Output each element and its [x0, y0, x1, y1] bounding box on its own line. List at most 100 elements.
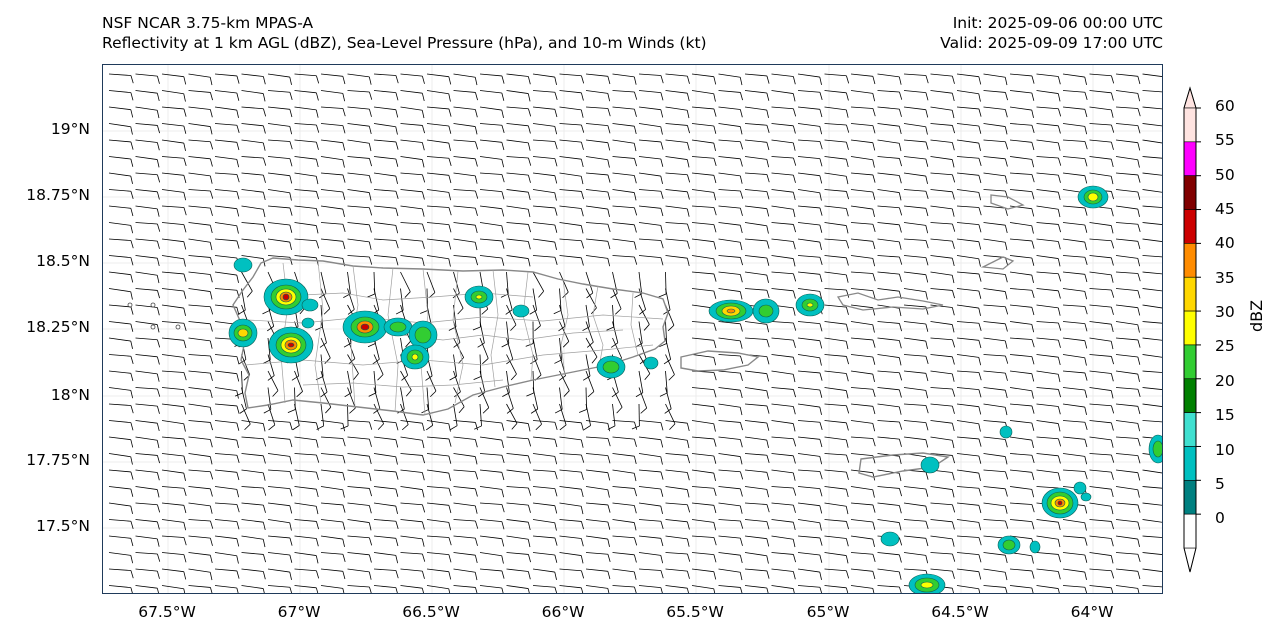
wind-barb-flag — [554, 92, 558, 101]
wind-barb-shaft — [559, 337, 563, 360]
wind-barb-shaft — [903, 172, 926, 177]
wind-barb-flag — [1031, 339, 1035, 348]
wind-barb-flag — [183, 158, 187, 167]
wind-barb-shaft — [638, 172, 661, 177]
wind-barb-flag — [792, 258, 796, 267]
wind-barb-flag — [209, 505, 213, 514]
wind-barb-shaft — [188, 420, 211, 423]
wind-barb-shaft — [824, 502, 847, 507]
wind-barb-flag — [368, 192, 372, 201]
wind-barb-shaft — [400, 73, 423, 77]
wind-barb-flag — [925, 555, 929, 564]
wind-barb-shaft — [1115, 189, 1138, 193]
wind-barb-shaft — [665, 502, 688, 506]
wind-barb-flag — [872, 224, 876, 233]
wind-barb-shaft — [1009, 90, 1032, 94]
wind-barb-shaft — [1009, 469, 1032, 473]
wind-barb-flag — [660, 175, 663, 184]
wind-barb-shaft — [320, 321, 327, 343]
wind-barb-shaft — [771, 156, 794, 159]
wind-barb-flag — [607, 174, 611, 183]
wind-barb-shaft — [135, 73, 158, 77]
wind-barb-flag — [1111, 142, 1114, 150]
wind-barb-shaft — [930, 420, 953, 424]
wind-barb-flag — [156, 159, 160, 168]
wind-barb-shaft — [1009, 370, 1032, 375]
wind-barb-shaft — [1089, 106, 1112, 111]
wind-barb-flag — [421, 93, 425, 102]
wind-barb-flag — [1137, 290, 1141, 299]
wind-barb-shaft — [665, 205, 688, 210]
wind-barb-shaft — [1115, 568, 1138, 572]
wind-barb-flag — [1057, 209, 1061, 218]
wind-barb-shaft — [214, 90, 237, 94]
wind-barb-flag — [262, 125, 266, 134]
wind-barb-flag — [872, 191, 876, 200]
wind-barb-shaft — [135, 255, 158, 259]
wind-barb-flag — [401, 424, 409, 431]
wind-barb-flag — [1110, 324, 1114, 333]
wind-barb-shaft — [691, 139, 714, 144]
wind-barb-flag — [899, 256, 903, 265]
wind-barb-shaft — [850, 502, 873, 506]
wind-barb-flag — [510, 324, 517, 331]
wind-barb-flag — [289, 175, 293, 184]
wind-barb-flag — [292, 425, 300, 431]
wind-barb-shaft — [850, 535, 873, 540]
wind-barb-shaft — [320, 354, 324, 377]
wind-barb-shaft — [1036, 535, 1059, 540]
wind-barb-shaft — [903, 288, 926, 293]
wind-barb-flag — [660, 191, 664, 200]
wind-barb-flag — [607, 438, 611, 447]
wind-barb-flag — [633, 456, 637, 465]
wind-barb-flag — [660, 587, 663, 593]
wind-barb-shaft — [797, 486, 820, 490]
wind-barb-flag — [527, 455, 531, 464]
wind-barb-shaft — [612, 139, 635, 144]
wind-barb-shaft — [718, 238, 741, 243]
lon-label: 66°W — [541, 603, 585, 621]
wind-barb-flag — [236, 489, 240, 498]
map-canvas — [103, 65, 1162, 593]
wind-barb-flag — [952, 504, 956, 513]
wind-barb-flag — [289, 126, 293, 135]
wind-barb-flag — [395, 92, 399, 101]
wind-barb-flag — [978, 207, 982, 216]
wind-barb-flag — [793, 175, 796, 183]
wind-barb-shaft — [294, 535, 317, 539]
wind-barb-shaft — [983, 568, 1006, 573]
wind-barb-shaft — [241, 106, 264, 110]
wind-barb-shaft — [347, 387, 356, 409]
wind-barb-flag — [530, 408, 538, 414]
wind-barb-shaft — [718, 139, 741, 143]
valid-time: Valid: 2025-09-09 17:00 UTC — [940, 34, 1163, 52]
wind-barb-shaft — [1009, 222, 1032, 227]
wind-barb-flag — [395, 208, 399, 217]
wind-barb-flag — [501, 125, 505, 134]
wind-barb-flag — [183, 241, 187, 250]
wind-barb-flag — [183, 142, 186, 151]
wind-barb-flag — [898, 224, 902, 233]
wind-barb-shaft — [638, 469, 661, 473]
wind-barb-flag — [209, 158, 213, 167]
wind-barb-shaft — [453, 90, 476, 93]
wind-barb-shaft — [850, 370, 873, 375]
wind-barb-shaft — [453, 255, 476, 258]
wind-barb-shaft — [771, 271, 794, 275]
wind-barb-shaft — [797, 255, 820, 258]
wind-barb-shaft — [108, 288, 131, 293]
wind-barb-shaft — [1009, 453, 1032, 456]
wind-barb-shaft — [877, 321, 900, 324]
wind-barb-flag — [580, 225, 584, 234]
wind-barb-shaft — [241, 502, 264, 506]
wind-barb-flag — [157, 339, 161, 348]
wind-barb-shaft — [1036, 403, 1059, 407]
wind-barb-flag — [130, 340, 133, 349]
wind-barb-flag — [511, 423, 518, 430]
wind-barb-flag — [475, 257, 478, 266]
wind-barb-shaft — [1142, 271, 1162, 275]
wind-barb-shaft — [612, 486, 635, 489]
wind-barb-flag — [1110, 92, 1114, 101]
wind-barb-flag — [421, 258, 425, 267]
wind-barb-flag — [846, 142, 849, 150]
